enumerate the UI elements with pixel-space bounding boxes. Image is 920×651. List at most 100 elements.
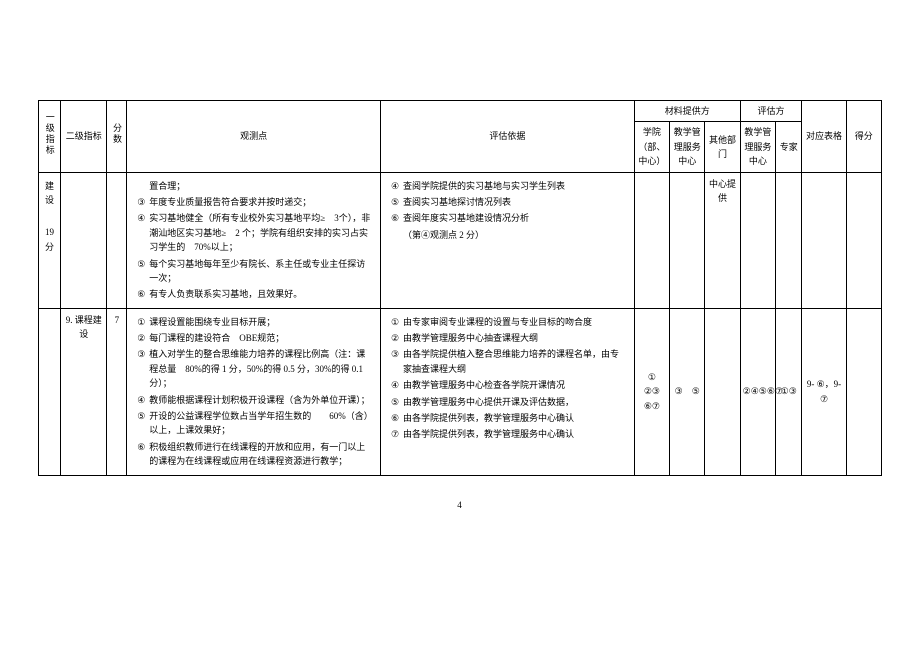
r1-basis: ④查阅学院提供的实习基地与实习学生列表⑤查阅实习基地探讨情况列表⑥查阅年度实习基… (381, 172, 635, 308)
list-text: 由各学院提供植入整合思维能力培养的课程名单，由专家抽查课程大纲 (403, 347, 628, 376)
list-text: 开设的公益课程学位数占当学年招生数的 60%（含）以上，上课效果好； (149, 409, 374, 438)
list-text: 查阅实习基地探讨情况列表 (403, 195, 628, 209)
list-marker: ⑤ (387, 195, 403, 209)
r1-c6 (634, 172, 669, 308)
h-c7: 教学管理服务中心 (670, 122, 705, 172)
r1-c10 (775, 172, 801, 308)
list-item: ③植入对学生的整合思维能力培养的课程比例高（注：课程总量 80%的得 1 分，5… (133, 347, 374, 390)
list-marker: ③ (133, 347, 149, 390)
r2-c8 (705, 308, 740, 475)
list-marker: ⑥ (387, 211, 403, 225)
col-form: 对应表格 (802, 101, 846, 173)
r2-c2: 9. 课程建设 (61, 308, 107, 475)
r1-c11 (802, 172, 846, 308)
list-marker: ⑤ (387, 395, 403, 409)
list-text: 教师能根据课程计划积极开设课程（含为外单位开课）； (149, 393, 374, 407)
col-basis: 评估依据 (381, 101, 635, 173)
list-item: ⑤每个实习基地每年至少有院长、系主任或专业主任探访一次； (133, 257, 374, 286)
r1-c1b: 19分 (41, 225, 58, 254)
r1-c9 (740, 172, 775, 308)
list-marker: ④ (387, 179, 403, 193)
r2-c7: ③ ⑤ (670, 308, 705, 475)
col-result: 得分 (846, 101, 881, 173)
list-item: ⑤开设的公益课程学位数占当学年招生数的 60%（含）以上，上课效果好； (133, 409, 374, 438)
h-c6: 学院（部、中心） (634, 122, 669, 172)
page-number: 4 (38, 500, 882, 510)
list-item: ⑤由教学管理服务中心提供开课及评估数据， (387, 395, 628, 409)
r1-c8: 中心提供 (705, 172, 740, 308)
list-text: 由专家审阅专业课程的设置与专业目标的吻合度 (403, 315, 628, 329)
r1-c3 (107, 172, 127, 308)
evaluation-table: 一级指标 二级指标 分数 观测点 评估依据 材料提供方 评估方 对应表格 得分 … (38, 100, 882, 476)
list-text: 有专人负责联系实习基地，且效果好。 (149, 287, 374, 301)
list-item: ⑤查阅实习基地探讨情况列表 (387, 195, 628, 209)
list-item: ④教师能根据课程计划积极开设课程（含为外单位开课）； (133, 393, 374, 407)
list-text: 课程设置能围绕专业目标开展； (149, 315, 374, 329)
group-eval: 评估方 (740, 101, 802, 122)
list-text: 实习基地健全（所有专业校外实习基地平均≥ 3个），非潮汕地区实习基地≥ 2 个；… (149, 211, 374, 254)
list-text: 每门课程的建设符合 OBE规范； (149, 331, 374, 345)
list-item: 置合理； (133, 179, 374, 193)
list-text: 植入对学生的整合思维能力培养的课程比例高（注：课程总量 80%的得 1 分，50… (149, 347, 374, 390)
list-item: ②由教学管理服务中心抽查课程大纲 (387, 331, 628, 345)
list-marker: ① (133, 315, 149, 329)
group-material: 材料提供方 (634, 101, 740, 122)
list-marker: ④ (387, 378, 403, 392)
h-c10: 专家 (775, 122, 801, 172)
r2-obs: ①课程设置能围绕专业目标开展；②每门课程的建设符合 OBE规范；③植入对学生的整… (127, 308, 381, 475)
r1-c1: 建设 19分 (39, 172, 61, 308)
list-item: ①由专家审阅专业课程的设置与专业目标的吻合度 (387, 315, 628, 329)
table-row: 9. 课程建设 7 ①课程设置能围绕专业目标开展；②每门课程的建设符合 OBE规… (39, 308, 882, 475)
list-item: ⑥有专人负责联系实习基地，且效果好。 (133, 287, 374, 301)
list-marker: ① (387, 315, 403, 329)
h-c9: 教学管理服务中心 (740, 122, 775, 172)
list-marker: ⑤ (133, 409, 149, 438)
r2-c12 (846, 308, 881, 475)
r2-c11: 9- ⑥，9-⑦ (802, 308, 846, 475)
list-text: 由各学院提供列表，教学管理服务中心确认 (403, 411, 628, 425)
list-note: （第④观测点 2 分） (387, 228, 628, 242)
list-text: 积极组织教师进行在线课程的开放和应用，有一门以上的课程为在线课程或应用在线课程资… (149, 440, 374, 469)
r2-c9: ②④⑤⑥⑦ (740, 308, 775, 475)
list-marker: ② (133, 331, 149, 345)
list-item: ④由教学管理服务中心检查各学院开课情况 (387, 378, 628, 392)
r2-c1 (39, 308, 61, 475)
list-text: 由教学管理服务中心提供开课及评估数据， (403, 395, 628, 409)
list-marker: ④ (133, 211, 149, 254)
col-score: 分数 (107, 101, 127, 173)
list-marker: ③ (387, 347, 403, 376)
list-marker (133, 179, 149, 193)
list-item: ⑦由各学院提供列表，教学管理服务中心确认 (387, 427, 628, 441)
h-c1: 一级指标 (42, 112, 56, 156)
list-item: ②每门课程的建设符合 OBE规范； (133, 331, 374, 345)
list-item: ③年度专业质量报告符合要求并按时递交； (133, 195, 374, 209)
list-text: 由教学管理服务中心检查各学院开课情况 (403, 378, 628, 392)
col-level1: 一级指标 (39, 101, 61, 173)
list-item: ③由各学院提供植入整合思维能力培养的课程名单，由专家抽查课程大纲 (387, 347, 628, 376)
col-level2: 二级指标 (61, 101, 107, 173)
list-item: ⑥由各学院提供列表，教学管理服务中心确认 (387, 411, 628, 425)
list-marker: ② (387, 331, 403, 345)
list-marker: ④ (133, 393, 149, 407)
list-text: 查阅年度实习基地建设情况分析 (403, 211, 628, 225)
list-text: 每个实习基地每年至少有院长、系主任或专业主任探访一次； (149, 257, 374, 286)
list-marker: ⑤ (133, 257, 149, 286)
list-text: 由各学院提供列表，教学管理服务中心确认 (403, 427, 628, 441)
r2-c3: 7 (107, 308, 127, 475)
list-item: ④查阅学院提供的实习基地与实习学生列表 (387, 179, 628, 193)
list-text: 由教学管理服务中心抽查课程大纲 (403, 331, 628, 345)
list-marker: ⑥ (387, 411, 403, 425)
list-item: ⑥查阅年度实习基地建设情况分析 (387, 211, 628, 225)
col-obs: 观测点 (127, 101, 381, 173)
list-item: ①课程设置能围绕专业目标开展； (133, 315, 374, 329)
header-row-1: 一级指标 二级指标 分数 观测点 评估依据 材料提供方 评估方 对应表格 得分 (39, 101, 882, 122)
list-marker: ⑥ (133, 287, 149, 301)
list-marker: ③ (133, 195, 149, 209)
list-text: 查阅学院提供的实习基地与实习学生列表 (403, 179, 628, 193)
r1-c12 (846, 172, 881, 308)
list-text: 年度专业质量报告符合要求并按时递交； (149, 195, 374, 209)
r1-c7 (670, 172, 705, 308)
r2-basis: ①由专家审阅专业课程的设置与专业目标的吻合度②由教学管理服务中心抽查课程大纲③由… (381, 308, 635, 475)
table-row: 建设 19分 置合理；③年度专业质量报告符合要求并按时递交；④实习基地健全（所有… (39, 172, 882, 308)
list-item: ④实习基地健全（所有专业校外实习基地平均≥ 3个），非潮汕地区实习基地≥ 2 个… (133, 211, 374, 254)
